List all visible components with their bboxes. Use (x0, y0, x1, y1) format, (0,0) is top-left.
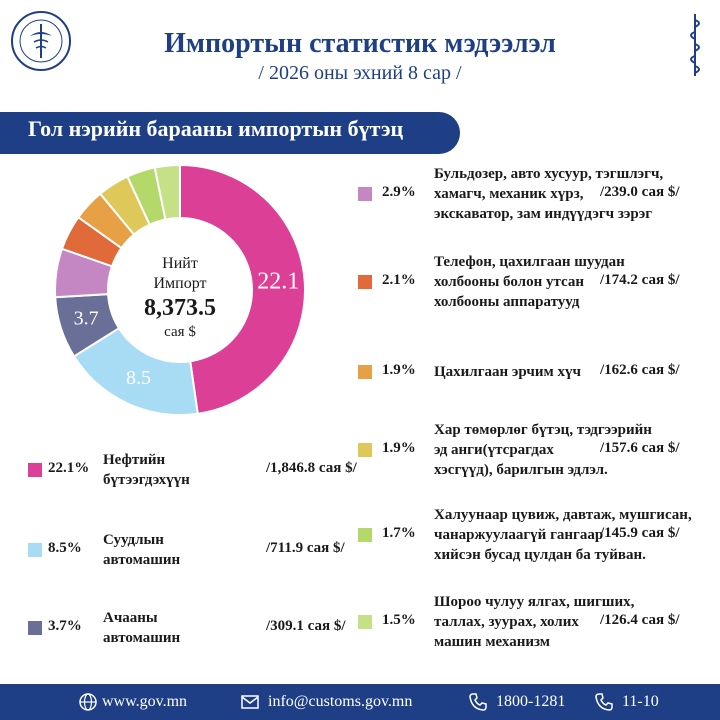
section-title: Гол нэрийн барааны импортын бүтэц (28, 116, 404, 141)
legend-swatch (358, 528, 372, 542)
footer-email-link[interactable]: info@customs.gov.mn (268, 693, 413, 710)
legend-percent: 2.9% (382, 184, 416, 200)
legend-swatch (358, 275, 372, 289)
phone-icon (595, 693, 613, 711)
section-banner (0, 112, 460, 154)
legend-swatch (358, 615, 372, 629)
legend-swatch (28, 543, 42, 557)
legend-item-name: Хар төмөрлөг бүтэц, тэдгээрийн эд анги(үт… (434, 422, 652, 478)
legend-item-value: /309.1 сая $/ (266, 618, 346, 634)
footer-bar (0, 684, 720, 720)
page-subtitle: / 2026 оны эхний 8 сар / (258, 62, 462, 84)
legend-item-name: Бульдозер, авто хусуур, тэгшлэгч, хамагч,… (434, 166, 664, 222)
donut-slice (153, 163, 181, 221)
legend-item-value: /162.6 сая $/ (600, 362, 680, 378)
donut-slice (179, 163, 306, 415)
page-title: Импортын статистик мэдээлэл (164, 28, 556, 59)
legend-item-name: Ачааны автомашин (103, 610, 181, 646)
total-value: 8,373.5 (144, 295, 216, 321)
import-structure-donut-chart: 22.1 8.5 3.7 (54, 163, 306, 416)
slice-data-label: 3.7 (74, 308, 99, 330)
slice-data-label: 22.1 (257, 268, 299, 294)
legend-item-name: Суудлын автомашин (103, 532, 181, 568)
legend-item-value: /711.9 сая $/ (266, 540, 345, 556)
email-icon (241, 695, 259, 709)
legend-swatch (358, 365, 372, 379)
legend-percent: 1.9% (382, 440, 416, 456)
legend-item-value: /239.0 сая $/ (600, 184, 680, 200)
legend-percent: 1.7% (382, 525, 416, 541)
footer-website-link[interactable]: www.gov.mn (102, 693, 188, 710)
globe-icon (79, 693, 97, 711)
legend-percent: 8.5% (48, 540, 82, 556)
legend-item-value: /174.2 сая $/ (600, 272, 680, 288)
legend-percent: 3.7% (48, 618, 82, 634)
legend-swatch (358, 187, 372, 201)
legend-item-value: /157.6 сая $/ (600, 440, 680, 456)
legend-swatch (28, 621, 42, 635)
footer-phone-2[interactable]: 11-10 (622, 693, 659, 710)
slice-data-label: 8.5 (126, 367, 151, 389)
donut-center-label: Нийт Импорт 8,373.5 сая $ (120, 255, 240, 341)
legend-item-name: Цахилгаан эрчим хүч (434, 364, 581, 380)
legend-item-value: /145.9 сая $/ (600, 525, 680, 541)
phone-icon (469, 693, 487, 711)
total-label-line1: Нийт (162, 255, 198, 272)
legend-percent: 2.1% (382, 272, 416, 288)
legend-swatch (358, 443, 372, 457)
footer-phone-1[interactable]: 1800-1281 (496, 693, 566, 710)
total-unit: сая $ (164, 324, 196, 340)
legend-item-value: /1,846.8 сая $/ (266, 460, 357, 476)
total-label-line2: Импорт (153, 275, 207, 292)
legend-item-name: Телефон, цахилгаан шуудан холбооны болон … (434, 254, 625, 310)
legend-item-name: Халуунаар цувиж, давтаж, мушгисан, чанарж… (434, 507, 692, 563)
mongolian-script-emblem (690, 14, 700, 76)
legend-item-name: Нефтийн бүтээгдэхүүн (103, 452, 190, 488)
legend-item-name: Шороо чулуу ялгах, шигших, таллах, зуурах… (434, 594, 635, 650)
customs-logo (11, 11, 71, 71)
legend-swatch (28, 463, 42, 477)
legend-percent: 22.1% (48, 460, 90, 476)
legend-percent: 1.5% (382, 612, 416, 628)
legend-item-value: /126.4 сая $/ (600, 612, 680, 628)
legend-percent: 1.9% (382, 362, 416, 378)
